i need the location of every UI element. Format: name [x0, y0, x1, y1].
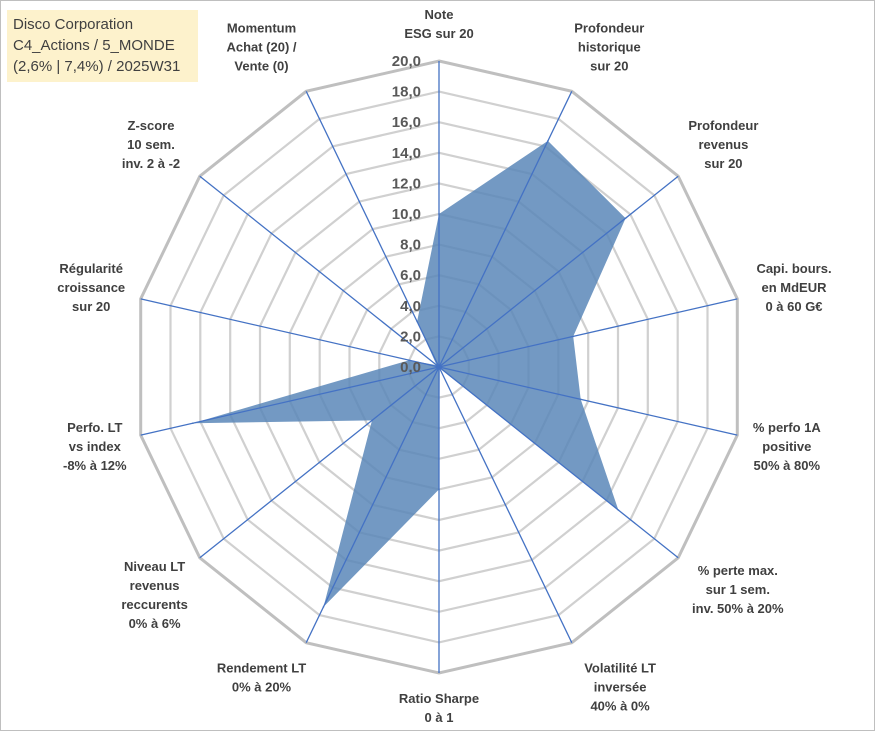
category-label-line: historique	[578, 40, 641, 55]
category-label-line: 10 sem.	[127, 137, 175, 152]
category-label: Volatilité LT inversée 40% à 0%	[584, 661, 656, 714]
info-box: Disco Corporation C4_Actions / 5_MONDE (…	[7, 10, 198, 82]
category-label-line: inv. 50% à 20%	[692, 601, 784, 616]
tick-label: 18,0	[392, 84, 421, 101]
category-label-line: 0% à 20%	[232, 680, 292, 695]
category-label-line: sur 20	[704, 156, 742, 171]
category-label-line: reccurents	[121, 597, 187, 612]
category-label: Capi. bours. en MdEUR 0 à 60 G€	[756, 261, 831, 314]
category-label-line: sur 20	[72, 299, 110, 314]
category-labels: Note ESG sur 20 Profondeur historique sur 20…	[57, 7, 831, 725]
axis-spoke	[438, 91, 573, 368]
category-label-line: Note	[425, 7, 454, 22]
tick-label: 0,0	[400, 359, 421, 376]
axis-spoke	[305, 91, 440, 368]
category-label-line: Z-score	[128, 118, 175, 133]
category-label-line: sur 1 sem.	[706, 582, 770, 597]
company-name: Disco Corporation	[13, 16, 134, 33]
axis-spoke	[438, 366, 738, 436]
category-label: Z-score 10 sem. inv. 2 à -2	[122, 118, 180, 171]
tick-label: 10,0	[392, 206, 421, 223]
category-label: Niveau LT revenus reccurents 0% à 6%	[121, 559, 187, 631]
category-label-line: 50% à 80%	[754, 458, 821, 473]
axis-spoke	[199, 366, 440, 559]
axis-spoke	[438, 366, 679, 559]
category-label-line: Capi. bours.	[756, 261, 831, 276]
category-label: Note ESG sur 20	[404, 7, 473, 41]
category-label: Profondeur revenus sur 20	[688, 118, 758, 171]
tick-label: 8,0	[400, 237, 421, 254]
period-label: (2,6% | 7,4%) / 2025W31	[13, 58, 181, 75]
category-label-line: en MdEUR	[762, 280, 828, 295]
radar-spokes	[140, 61, 738, 673]
category-label-line: Profondeur	[688, 118, 758, 133]
category-label-line: positive	[762, 439, 811, 454]
axis-spoke	[438, 298, 738, 368]
tick-label: 12,0	[392, 175, 421, 192]
category-label: Profondeur historique sur 20	[574, 21, 644, 74]
category-label: % perte max. sur 1 sem. inv. 50% à 20%	[692, 563, 784, 616]
category-label-line: vs index	[69, 439, 122, 454]
category-label: Momentum Achat (20) / Vente (0)	[226, 21, 296, 74]
category-label-line: sur 20	[590, 59, 628, 74]
category-label-line: -8% à 12%	[63, 458, 127, 473]
tick-label: 20,0	[392, 53, 421, 70]
category-label: Perfo. LT vs index -8% à 12%	[63, 420, 127, 473]
tick-label: 16,0	[392, 114, 421, 131]
radial-tick-labels: 0,0 2,0 4,0 6,0 8,0 10,0 12,0 14,0 16,0 18,0 20,0	[392, 53, 421, 376]
axis-spoke	[140, 366, 440, 436]
category-label: Rendement LT 0% à 20%	[217, 661, 306, 695]
category-label-line: 0% à 6%	[129, 616, 181, 631]
category-label-line: inv. 2 à -2	[122, 156, 180, 171]
category-label-line: % perte max.	[698, 563, 778, 578]
category-label-line: Achat (20) /	[226, 40, 296, 55]
category-label-line: revenus	[130, 578, 180, 593]
category-label-line: Vente (0)	[234, 59, 288, 74]
category-label-line: Ratio Sharpe	[399, 691, 479, 706]
tick-label: 2,0	[400, 328, 421, 345]
category-label-line: Rendement LT	[217, 661, 306, 676]
axis-spoke	[140, 298, 440, 368]
category-label: % perfo 1A positive 50% à 80%	[753, 420, 822, 473]
category-label-line: Niveau LT	[124, 559, 185, 574]
category-label-line: croissance	[57, 280, 125, 295]
tick-label: 4,0	[400, 298, 421, 315]
axis-spoke	[438, 175, 679, 368]
tick-label: 14,0	[392, 145, 421, 162]
category-label-line: 0 à 60 G€	[765, 299, 822, 314]
category-label: Régularité croissance sur 20	[57, 261, 125, 314]
tick-label: 6,0	[400, 267, 421, 284]
category-label-line: ESG sur 20	[404, 26, 473, 41]
axis-spoke	[305, 366, 440, 643]
category-label-line: 0 à 1	[425, 710, 454, 725]
category-label-line: % perfo 1A	[753, 420, 822, 435]
category-label: Ratio Sharpe 0 à 1	[399, 691, 479, 725]
category-label-line: Perfo. LT	[67, 420, 122, 435]
category-label-line: Volatilité LT	[584, 661, 656, 676]
category-label-line: revenus	[698, 137, 748, 152]
category-label-line: 40% à 0%	[590, 699, 650, 714]
category-label-line: Profondeur	[574, 21, 644, 36]
category-label-line: Régularité	[59, 261, 123, 276]
axis-spoke	[438, 366, 573, 643]
category-label-line: inversée	[594, 680, 647, 695]
axis-spoke	[199, 175, 440, 368]
portfolio-path: C4_Actions / 5_MONDE	[13, 37, 175, 54]
category-label-line: Momentum	[227, 21, 296, 36]
